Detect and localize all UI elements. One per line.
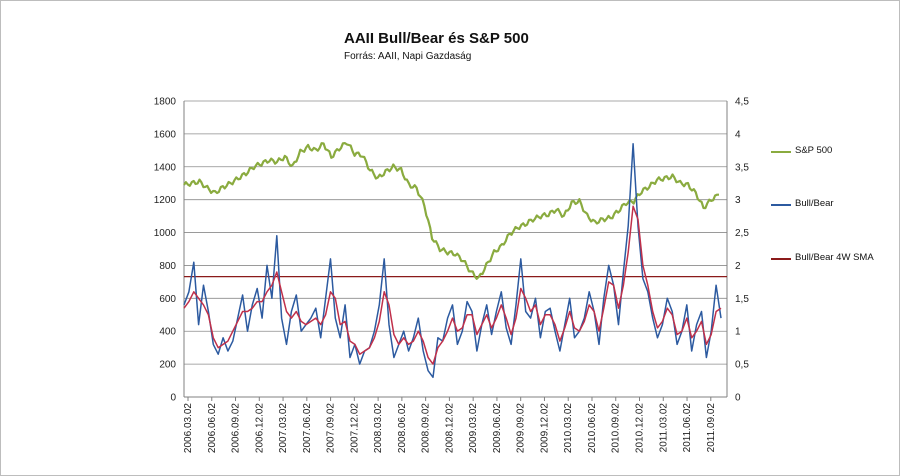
right-axis-tick-label: 4,5 xyxy=(735,97,749,108)
x-axis-tick-label: 2006.09.02 xyxy=(231,403,242,453)
x-axis-tick-label: 2009.03.02 xyxy=(468,403,479,453)
x-axis-tick-label: 2009.09.02 xyxy=(516,403,527,453)
right-axis-tick-label: 2 xyxy=(735,261,741,272)
s-p-500-series-line xyxy=(183,142,719,280)
x-axis-tick-label: 2011.09.02 xyxy=(706,403,717,453)
right-axis-tick-label: 4 xyxy=(735,129,741,140)
left-axis-tick-label: 1400 xyxy=(154,162,177,173)
legend-label-sp500: S&P 500 xyxy=(795,145,833,156)
x-axis-tick-label: 2009.12.02 xyxy=(539,403,550,453)
left-axis-tick-label: 800 xyxy=(159,261,176,272)
left-axis-tick-label: 600 xyxy=(159,294,176,305)
legend-label-bullbear: Bull/Bear xyxy=(795,198,834,209)
bull-bear-series-line xyxy=(183,143,722,379)
x-axis-tick-label: 2009.06.02 xyxy=(492,403,503,453)
x-axis-tick-label: 2011.06.02 xyxy=(682,403,693,453)
x-axis-tick-label: 2010.03.02 xyxy=(563,403,574,453)
x-axis-tick-label: 2007.12.02 xyxy=(349,403,360,453)
left-axis-tick-label: 1600 xyxy=(154,129,177,140)
chart-title: AAII Bull/Bear és S&P 500 xyxy=(344,30,529,47)
x-axis-tick-label: 2008.09.02 xyxy=(421,403,432,453)
x-axis-tick-label: 2008.03.02 xyxy=(373,403,384,453)
x-axis-tick-label: 2006.06.02 xyxy=(207,403,218,453)
right-axis-tick-label: 2,5 xyxy=(735,228,749,239)
x-axis-tick-label: 2008.12.02 xyxy=(444,403,455,453)
legend-swatch-sma xyxy=(771,258,791,260)
left-axis-tick-label: 1200 xyxy=(154,195,177,206)
left-axis-tick-label: 1000 xyxy=(154,228,177,239)
left-axis-tick-label: 200 xyxy=(159,360,176,371)
right-axis-tick-label: 1,5 xyxy=(735,294,749,305)
legend-label-sma: Bull/Bear 4W SMA xyxy=(795,252,874,263)
right-axis-tick-label: 1 xyxy=(735,327,741,338)
left-axis-tick-label: 0 xyxy=(170,393,176,404)
x-axis-tick-label: 2007.03.02 xyxy=(278,403,289,453)
left-axis-tick-label: 1800 xyxy=(154,97,177,108)
right-axis-tick-label: 3,5 xyxy=(735,162,749,173)
x-axis-tick-label: 2006.12.02 xyxy=(254,403,265,453)
x-axis-tick-label: 2010.06.02 xyxy=(587,403,598,453)
legend-swatch-sp500 xyxy=(771,151,791,153)
x-axis-tick-label: 2011.03.02 xyxy=(658,403,669,453)
x-axis-tick-label: 2010.09.02 xyxy=(611,403,622,453)
left-axis-tick-label: 400 xyxy=(159,327,176,338)
x-axis-tick-label: 2010.12.02 xyxy=(635,403,646,453)
x-axis-tick-label: 2007.06.02 xyxy=(302,403,313,453)
x-axis-tick-label: 2006.03.02 xyxy=(183,403,194,453)
right-axis-tick-label: 3 xyxy=(735,195,741,206)
x-axis-tick-label: 2007.09.02 xyxy=(326,403,337,453)
right-axis-tick-label: 0,5 xyxy=(735,360,749,371)
right-axis-tick-label: 0 xyxy=(735,393,741,404)
legend-swatch-bullbear xyxy=(771,204,791,206)
x-axis-tick-label: 2008.06.02 xyxy=(397,403,408,453)
chart-subtitle: Forrás: AAII, Napi Gazdaság xyxy=(344,51,472,62)
bull-bear-4w-sma-series-line xyxy=(183,205,722,365)
